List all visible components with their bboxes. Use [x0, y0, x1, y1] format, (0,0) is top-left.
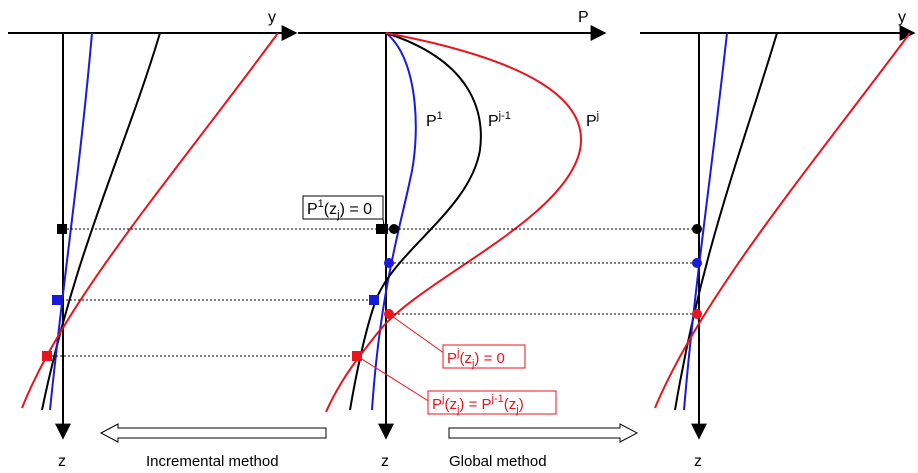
- left-panel: y z: [8, 9, 298, 470]
- pj-curve: [325, 32, 583, 413]
- middle-black-marker: [376, 224, 388, 234]
- pj-zero-text: Pj(zj) = 0: [447, 347, 505, 370]
- guide-lines: [52, 228, 692, 357]
- p1-zero-text: P1(zj) = 0: [307, 198, 372, 221]
- pj-eq-connector: [356, 355, 431, 403]
- p1-zero-annotation: P1(zj) = 0: [302, 195, 385, 227]
- pj-zero-annotation: Pj(zj) = 0: [388, 313, 526, 370]
- pj-zero-connector: [388, 313, 449, 357]
- global-method-label: Global method: [449, 453, 547, 470]
- left-red-marker: [42, 351, 52, 361]
- pj-curve-label: Pj: [586, 110, 599, 130]
- left-blue-marker: [52, 295, 62, 305]
- right-black-dot: [692, 224, 702, 234]
- incremental-method-label: Incremental method: [146, 453, 279, 470]
- right-black-curve: [674, 32, 778, 411]
- middle-blue-dot: [384, 258, 394, 268]
- incremental-method-arrow: Incremental method: [99, 423, 327, 470]
- left-blue-curve: [49, 32, 93, 411]
- middle-black-dot: [389, 224, 399, 234]
- pj-eq-text: Pj(zj) = Pj-1(zj): [432, 393, 524, 416]
- left-black-curve: [41, 32, 161, 411]
- left-black-marker: [57, 224, 67, 234]
- right-red-dot: [692, 309, 702, 319]
- pj-eq-box: [427, 390, 557, 415]
- right-h-axis-label: y: [898, 9, 906, 26]
- pj-zero-box: [442, 344, 526, 369]
- middle-v-axis-label: z: [381, 453, 389, 470]
- middle-panel: P z P1 Pj-1 Pj P1(zj) = 0 Pj(zj) = 0 Pj(…: [298, 9, 607, 470]
- right-red-curve: [654, 32, 911, 409]
- right-blue-curve: [683, 32, 728, 411]
- right-v-axis-label: z: [694, 453, 702, 470]
- p1-zero-box: [302, 195, 384, 220]
- left-h-axis-label: y: [268, 9, 276, 26]
- left-v-axis-label: z: [58, 453, 66, 470]
- pj1-curve: [349, 32, 482, 411]
- p1-curve-label: P1: [426, 110, 443, 130]
- middle-blue-marker: [369, 295, 379, 305]
- p1-curve: [371, 32, 417, 411]
- pj-eq-annotation: Pj(zj) = Pj-1(zj): [356, 355, 557, 416]
- right-panel: y z: [640, 9, 916, 470]
- global-method-arrow: Global method: [448, 423, 639, 470]
- incremental-arrow-shape: [99, 423, 327, 443]
- pj1-curve-label: Pj-1: [488, 110, 511, 130]
- left-red-curve: [21, 32, 279, 409]
- right-blue-dot: [692, 258, 702, 268]
- p1-zero-connector: [382, 218, 385, 227]
- global-arrow-shape: [448, 423, 639, 443]
- middle-h-axis-label: P: [578, 9, 589, 26]
